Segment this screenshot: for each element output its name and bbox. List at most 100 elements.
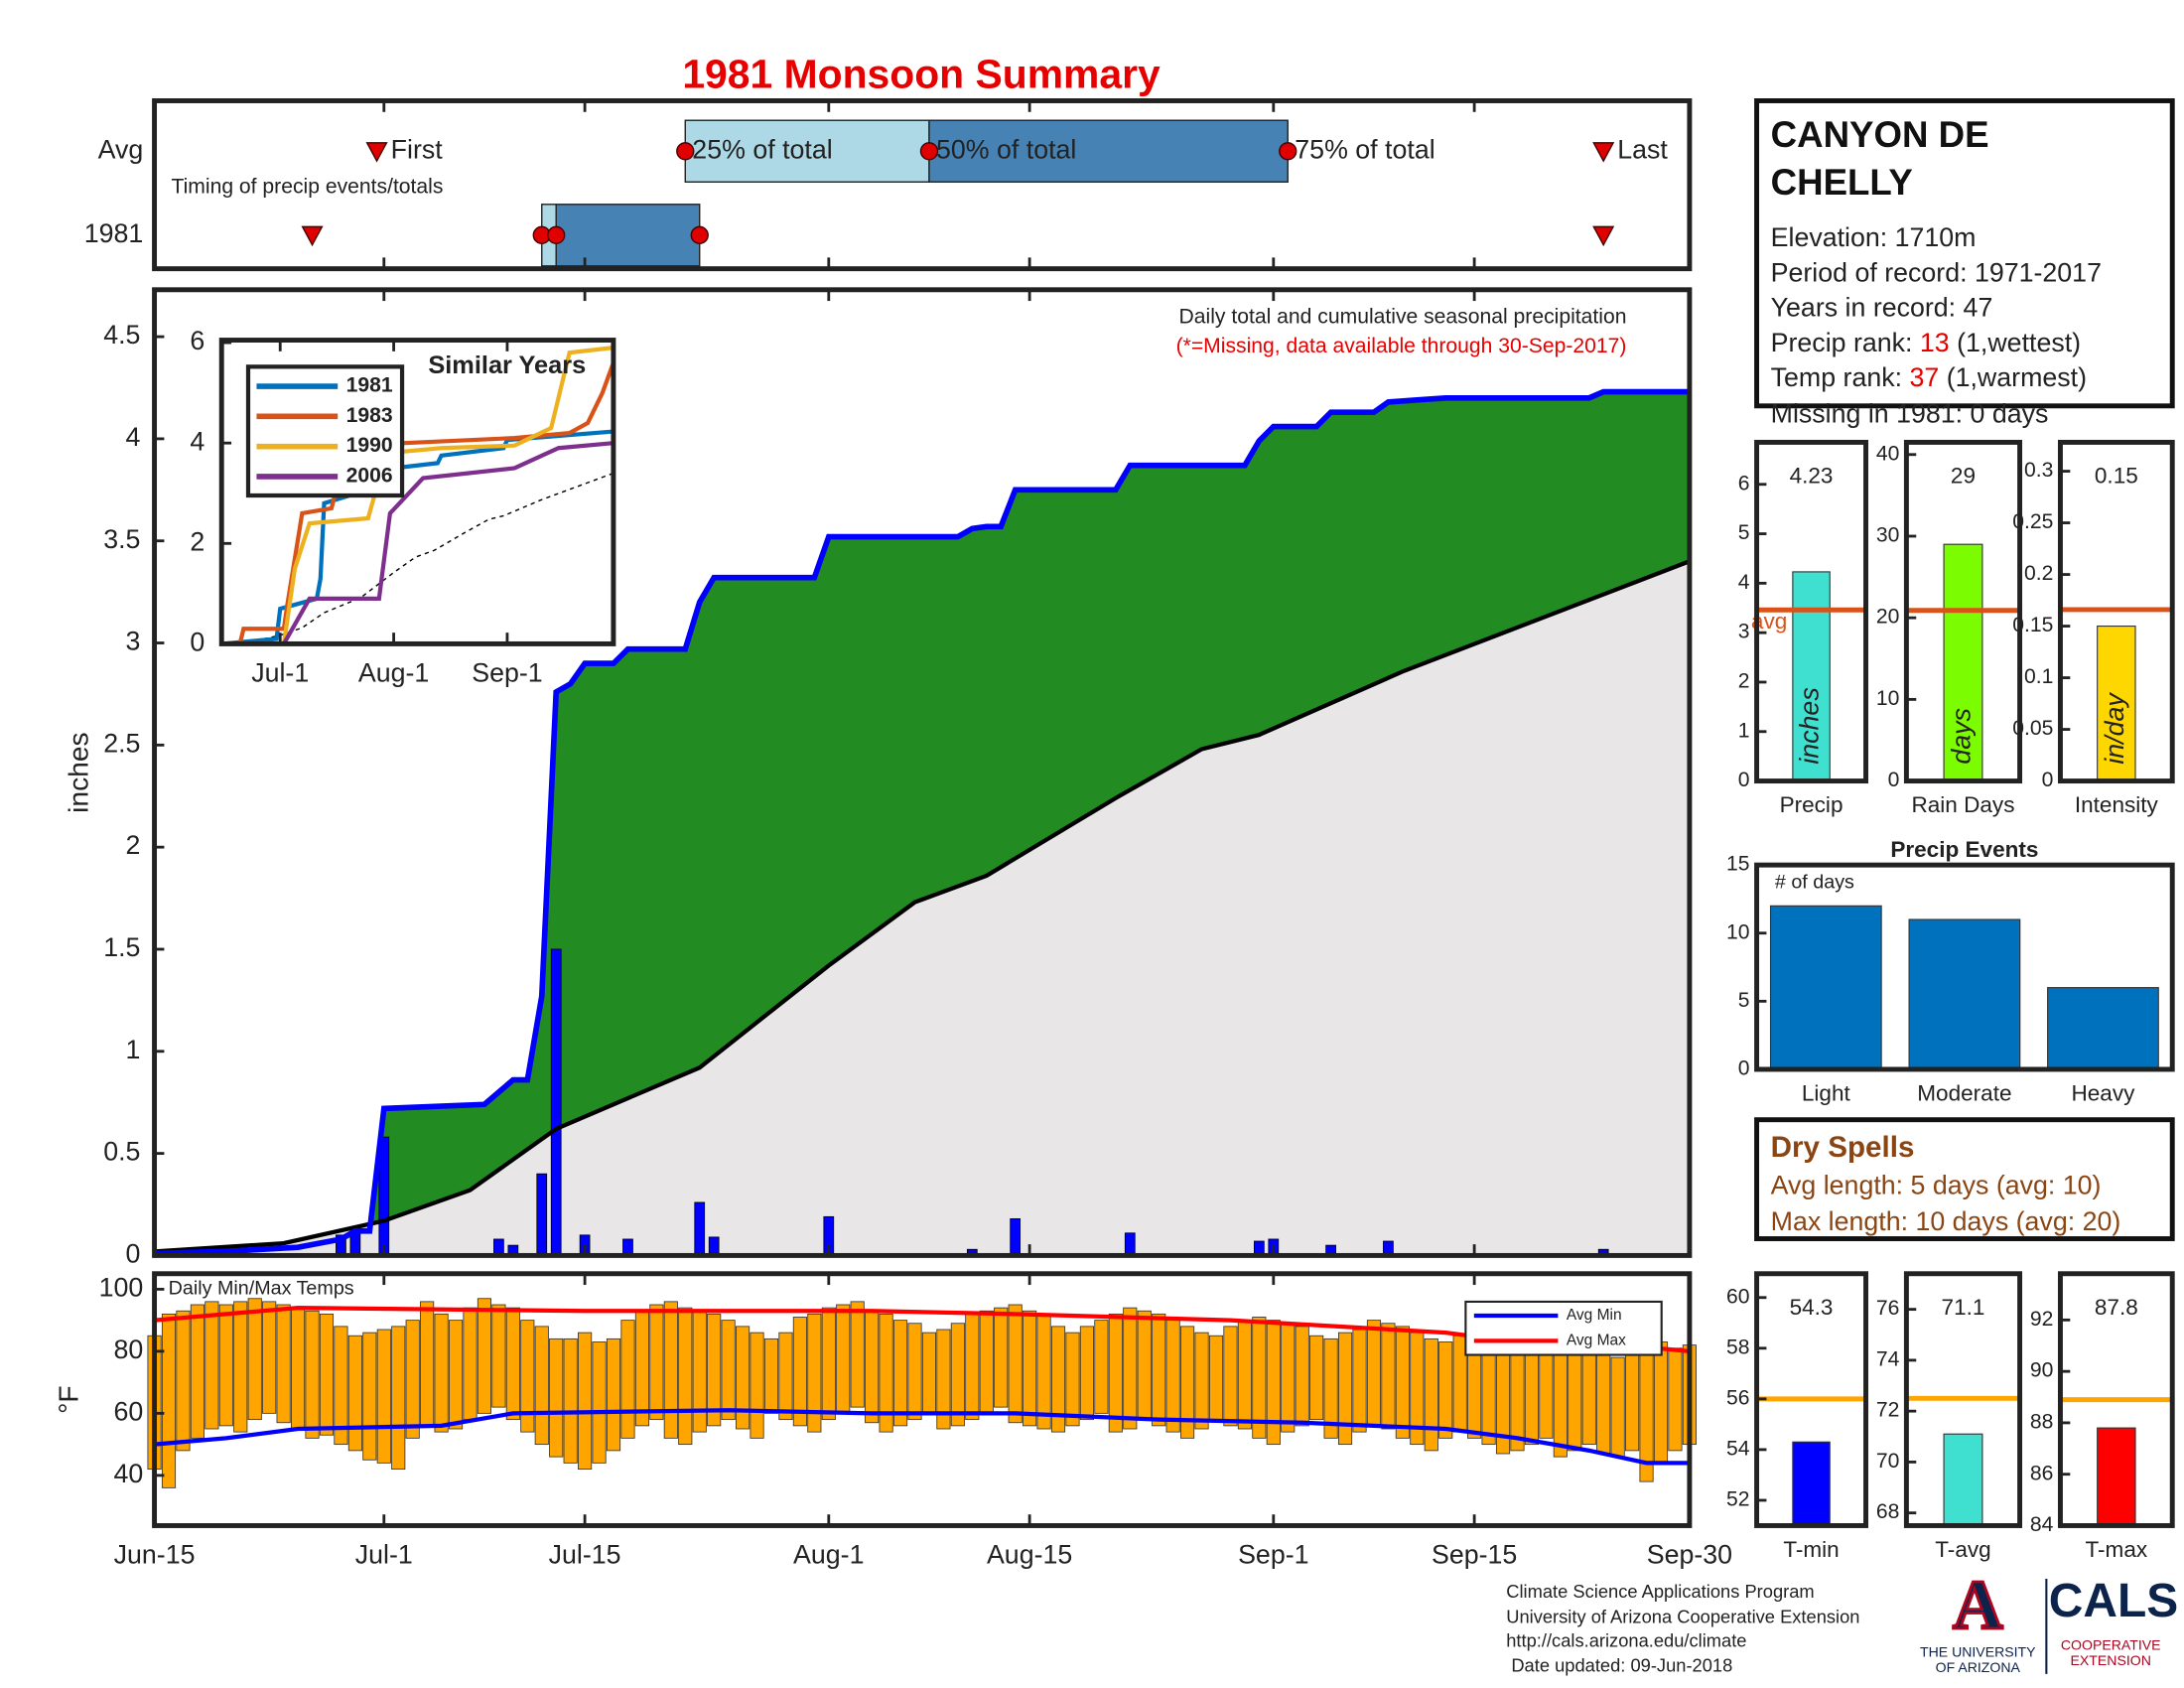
event-marker (301, 225, 324, 247)
y-tick-label: 40 (1876, 442, 1899, 465)
temp-bar (1438, 1341, 1453, 1439)
rank-label: Temp rank: (1771, 362, 1902, 392)
footer: Climate Science Applications Program Uni… (1506, 1566, 2178, 1676)
temp-bar (1395, 1326, 1410, 1439)
temp-bar (1036, 1313, 1051, 1430)
y-tick-label: 0.05 (2012, 717, 2053, 740)
bar (1943, 1433, 1983, 1527)
event-marker (1592, 142, 1615, 163)
daily-bar (694, 1201, 706, 1256)
station-name: CHELLY (1771, 162, 1913, 203)
value-label: 87.8 (2095, 1295, 2138, 1320)
temp-bar (176, 1310, 191, 1452)
temp-bar (1194, 1332, 1209, 1430)
rank-value: 13 (1920, 328, 1950, 357)
plot-frame (2057, 1271, 2175, 1528)
bar (2097, 1427, 2136, 1527)
temp-bar (1023, 1310, 1037, 1427)
daily-bar (1010, 1217, 1022, 1256)
y-tick-label: 86 (2030, 1462, 2053, 1484)
plot-frame (1754, 862, 2175, 1072)
y-tick-label: 52 (1726, 1488, 1750, 1511)
temp-bar (994, 1307, 1009, 1408)
footer-line: Climate Science Applications Program (1506, 1581, 1814, 1602)
temp-bar (649, 1304, 664, 1421)
plot-frame (152, 287, 1693, 1258)
y-tick-label: 0.3 (2024, 459, 2053, 482)
temp-bar (1223, 1326, 1238, 1427)
bar (1769, 905, 1882, 1070)
y-tick-label: 1 (1738, 719, 1750, 742)
y-tick-label: 92 (2030, 1308, 2053, 1331)
station-missing: Missing in 1981: 0 days (1771, 399, 2049, 429)
y-tick-label: 10 (1876, 687, 1899, 710)
x-tick-label: Intensity (2075, 792, 2159, 817)
x-tick-label: T-max (2086, 1537, 2148, 1562)
plot-frame (1754, 1271, 1868, 1528)
x-tick-label: Jun-15 (114, 1540, 196, 1570)
temp-bar (161, 1313, 177, 1488)
temp-bar (1424, 1337, 1438, 1452)
y-axis-label: # of days (1775, 872, 1854, 894)
temp-bar (1266, 1320, 1281, 1446)
temp-bar (491, 1304, 506, 1408)
logo-university: THE UNIVERSITY (1920, 1643, 2036, 1659)
temp-bar (247, 1298, 262, 1421)
temp-bar (821, 1307, 836, 1421)
y-tick-label: 0 (190, 628, 205, 657)
y-tick-label: 80 (113, 1335, 143, 1364)
y-tick-label: 6 (190, 326, 205, 355)
temp-bar (663, 1301, 678, 1439)
logo-extension: COOPERATIVE (2061, 1636, 2161, 1652)
temp-bar (1610, 1356, 1625, 1458)
temp-bar (1281, 1323, 1296, 1433)
y-tick-label: 3 (1738, 621, 1750, 643)
y-tick-label: 54 (1726, 1437, 1750, 1460)
quartile-box (684, 119, 930, 183)
temp-bar (391, 1326, 406, 1471)
chart-title: Similar Years (428, 352, 586, 379)
temp-bar (1653, 1341, 1669, 1464)
temp-bar (807, 1313, 822, 1433)
temp-bar (592, 1341, 607, 1464)
daily-bar (1124, 1232, 1136, 1256)
bar (1908, 918, 2021, 1070)
chart-subtitle: (*=Missing, data available through 30-Se… (1176, 335, 1627, 357)
y-tick-label: 2 (1738, 670, 1750, 693)
footer-line: Date updated: 09-Jun-2018 (1506, 1655, 1732, 1676)
plot-frame (2057, 439, 2175, 784)
bar-unit-label: inches (1795, 687, 1825, 764)
temp-bar (836, 1304, 851, 1414)
value-label: 4.23 (1790, 464, 1834, 489)
plot-frame (218, 338, 616, 646)
y-tick-label: 6 (1738, 472, 1750, 494)
plot-frame (1903, 1271, 2023, 1528)
total-marker (547, 225, 566, 244)
temp-bar (218, 1304, 233, 1427)
x-tick-label: Jul-1 (251, 658, 309, 688)
temp-bar (1568, 1344, 1582, 1452)
legend-label: 1990 (346, 434, 393, 457)
y-tick-label: 5 (1738, 989, 1750, 1012)
x-tick-label: Sep-15 (1432, 1540, 1517, 1570)
temp-bar (520, 1320, 535, 1433)
temp-bar (792, 1317, 807, 1427)
y-tick-label: 0.25 (2012, 510, 2053, 533)
temp-bar (1079, 1326, 1094, 1421)
station-frame (1754, 98, 2175, 409)
temp-bar (1553, 1337, 1568, 1458)
y-tick-label: 58 (1726, 1336, 1750, 1358)
temp-bar (1381, 1323, 1396, 1430)
footer-line: University of Arizona Cooperative Extens… (1506, 1606, 1859, 1626)
marker-label: First (391, 134, 444, 164)
y-tick-label: 4 (126, 422, 141, 452)
y-tick-label: 2.5 (103, 728, 140, 758)
temp-bar (1668, 1347, 1683, 1452)
y-tick-label: 0.15 (2012, 614, 2053, 636)
legend-label: Avg Min (1567, 1307, 1622, 1324)
rank-note: (1,warmest) (1947, 362, 2087, 392)
temp-bar (1337, 1332, 1353, 1446)
station-box: CANYON DE CHELLY Elevation: 1710m Period… (1754, 98, 2175, 429)
temp-bar (634, 1310, 649, 1427)
temp-bar (707, 1313, 722, 1427)
